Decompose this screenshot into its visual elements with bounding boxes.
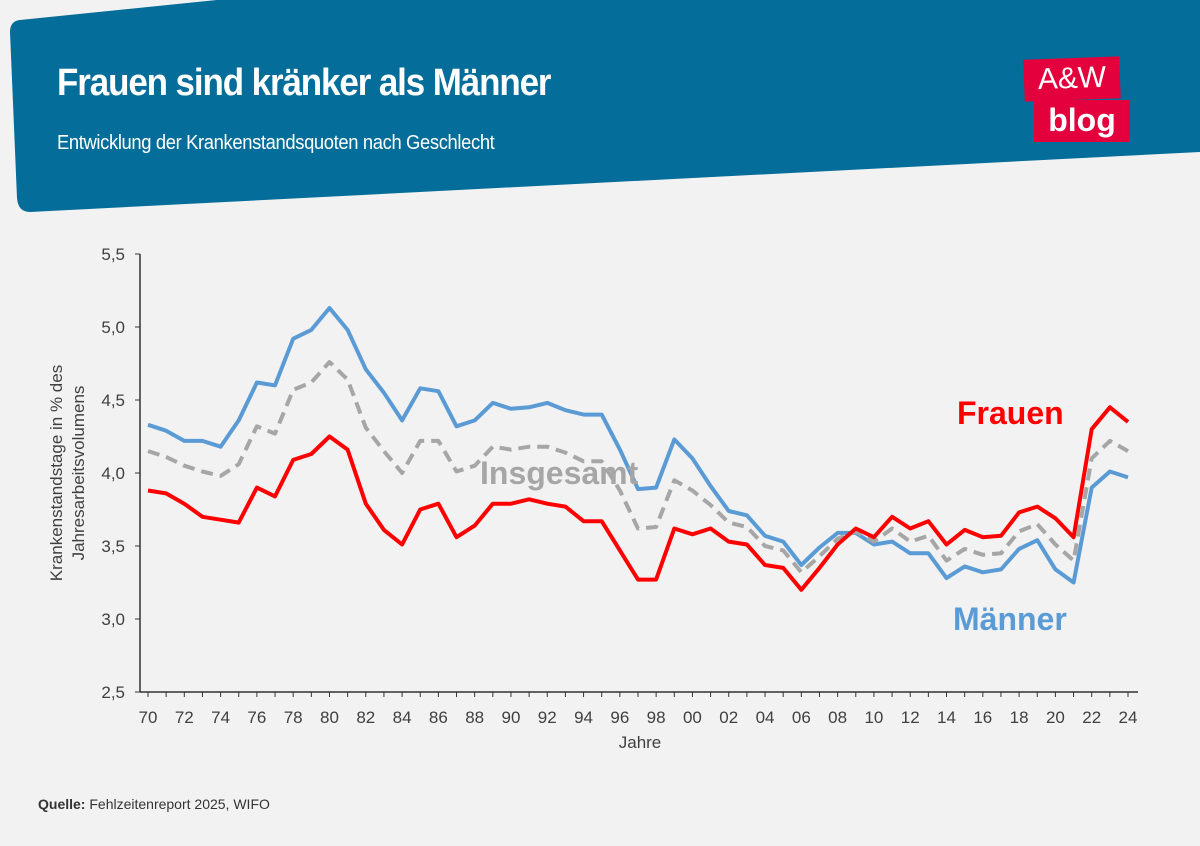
x-tick-label: 10 xyxy=(864,708,883,727)
y-tick-label: 4,5 xyxy=(101,391,125,410)
x-tick-label: 86 xyxy=(429,708,448,727)
x-tick-label: 90 xyxy=(502,708,521,727)
x-tick-label: 74 xyxy=(211,708,230,727)
logo-aw: A&W xyxy=(1023,56,1121,102)
series-line-männer xyxy=(147,306,1129,585)
y-axis-label: Jahresarbeitsvolumens xyxy=(69,386,88,561)
x-tick-label: 96 xyxy=(610,708,629,727)
x-tick-label: 92 xyxy=(538,708,557,727)
page-subtitle: Entwicklung der Krankenstandsquoten nach… xyxy=(57,132,495,154)
x-tick-label: 78 xyxy=(284,708,303,727)
x-tick-label: 82 xyxy=(356,708,375,727)
page-title: Frauen sind kränker als Männer xyxy=(57,62,552,104)
x-tick-label: 80 xyxy=(320,708,339,727)
y-tick-label: 2,5 xyxy=(101,683,125,702)
x-tick-label: 20 xyxy=(1046,708,1065,727)
x-tick-label: 70 xyxy=(139,708,158,727)
x-tick-label: 14 xyxy=(937,708,956,727)
x-tick-label: 84 xyxy=(393,708,412,727)
y-tick-label: 3,0 xyxy=(101,610,125,629)
x-tick-label: 12 xyxy=(901,708,920,727)
x-tick-label: 72 xyxy=(175,708,194,727)
x-tick-label: 18 xyxy=(1010,708,1029,727)
logo-blog: blog xyxy=(1034,100,1130,142)
x-tick-label: 04 xyxy=(756,708,775,727)
source-note: Quelle: Fehlzeitenreport 2025, WIFO xyxy=(38,796,270,812)
x-tick-label: 76 xyxy=(247,708,266,727)
header-banner xyxy=(10,0,1200,212)
line-chart: 2,5 3,0 3,5 4,0 4,5 5,0 5,5 70 72 74 76 78 80 82 84 86 8… xyxy=(47,245,1138,752)
series-line-frauen xyxy=(147,405,1130,592)
series-label-männer: Männer xyxy=(953,601,1067,637)
x-tick-label: 24 xyxy=(1119,708,1138,727)
y-tick-label: 5,0 xyxy=(101,318,125,337)
x-tick-label: 94 xyxy=(574,708,593,727)
y-tick-label: 3,5 xyxy=(101,537,125,556)
x-tick-label: 08 xyxy=(828,708,847,727)
y-tick-label: 5,5 xyxy=(101,245,125,264)
x-tick-label: 06 xyxy=(792,708,811,727)
y-tick-label: 4,0 xyxy=(101,464,125,483)
x-tick-label: 22 xyxy=(1082,708,1101,727)
x-tick-label: 98 xyxy=(647,708,666,727)
source-text: Fehlzeitenreport 2025, WIFO xyxy=(89,796,270,812)
y-axis-label: Krankenstandstage in % des xyxy=(47,365,66,581)
x-tick-label: 02 xyxy=(719,708,738,727)
x-tick-label: 88 xyxy=(465,708,484,727)
x-tick-label: 00 xyxy=(683,708,702,727)
series-label-insgesamt: Insgesamt xyxy=(480,455,639,491)
x-axis-label: Jahre xyxy=(619,733,662,752)
source-label: Quelle: xyxy=(38,796,86,812)
x-tick-label: 16 xyxy=(973,708,992,727)
series-label-frauen: Frauen xyxy=(957,395,1064,431)
